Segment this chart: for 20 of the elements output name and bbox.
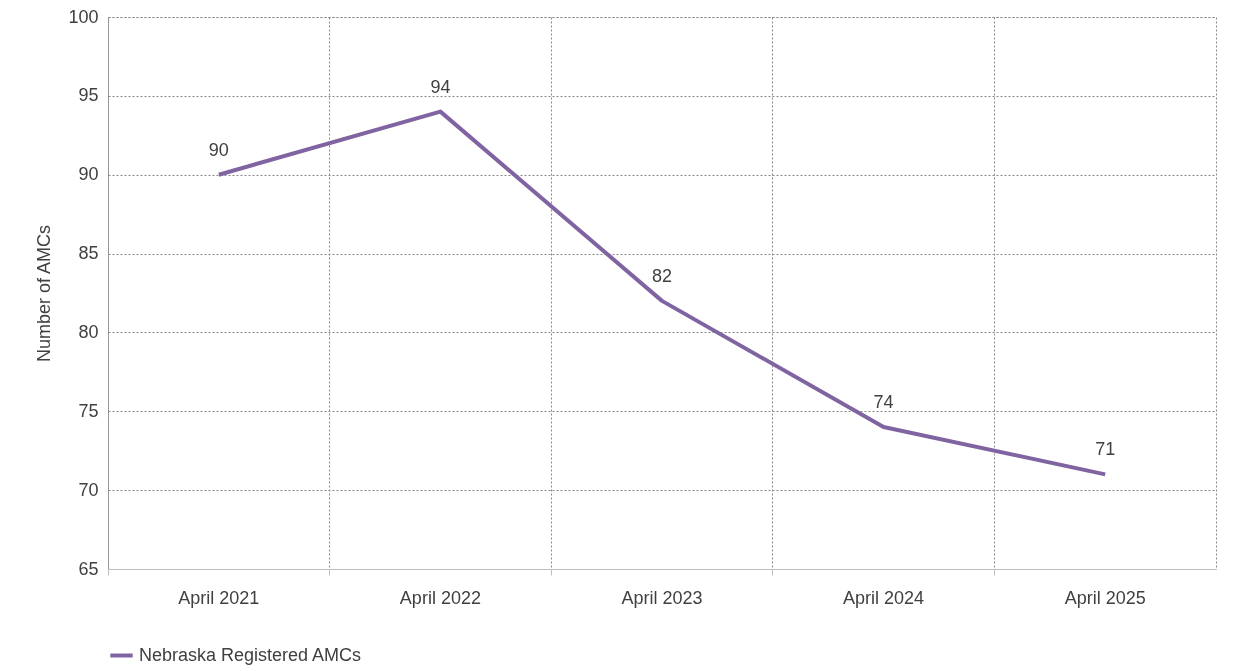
- data-label: 71: [1095, 439, 1116, 460]
- y-tick-label: 85: [78, 243, 99, 264]
- y-tick-label: 65: [78, 558, 99, 579]
- x-tick-label: April 2022: [399, 587, 481, 608]
- data-label: 82: [651, 265, 673, 286]
- y-tick-label: 100: [68, 6, 99, 27]
- data-label: 94: [430, 76, 451, 97]
- legend-label: Nebraska Registered AMCs: [139, 644, 362, 665]
- y-tick-label: 95: [78, 85, 99, 106]
- x-tick-label: April 2023: [621, 587, 703, 608]
- data-label: 90: [208, 139, 229, 160]
- y-tick-label: 70: [78, 479, 99, 500]
- x-tick-label: April 2021: [178, 587, 260, 608]
- y-tick-label: 80: [78, 321, 99, 342]
- y-tick-label: 90: [78, 164, 99, 185]
- x-tick-label: April 2024: [843, 587, 925, 608]
- x-tick-label: April 2025: [1064, 587, 1146, 608]
- y-tick-label: 75: [78, 400, 99, 421]
- y-axis-title: Number of AMCs: [34, 224, 55, 363]
- data-label: 74: [873, 392, 894, 413]
